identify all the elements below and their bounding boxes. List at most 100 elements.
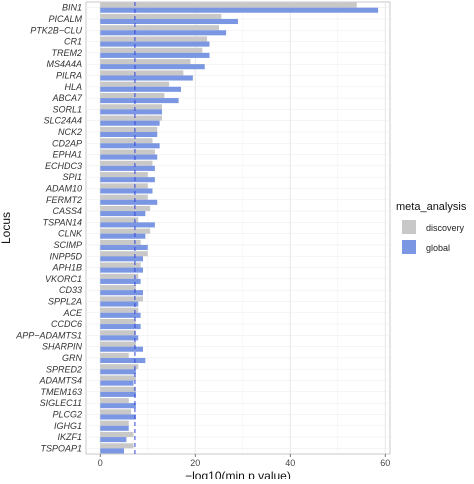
bar-discovery-tspan14 xyxy=(100,217,139,223)
bar-discovery-cd2ap xyxy=(100,138,153,144)
bar-global-ms4a4a xyxy=(100,64,205,70)
bar-global-ikzf1 xyxy=(100,437,127,443)
bar-global-cd2ap xyxy=(100,143,160,149)
bar-global-spred2 xyxy=(100,369,136,375)
bar-global-scimp xyxy=(100,244,148,251)
y-tick-label: HLA xyxy=(64,82,82,92)
y-tick-label: SIGLEC11 xyxy=(40,398,82,408)
y-tick-label: CLNK xyxy=(58,229,83,239)
y-tick-label: ABCA7 xyxy=(51,93,83,103)
bar-global-aph1b xyxy=(100,267,143,273)
x-tick-label: 20 xyxy=(190,458,200,468)
bar-global-picalm xyxy=(100,18,238,25)
bar-discovery-abca7 xyxy=(100,92,165,99)
bar-discovery-grn xyxy=(100,352,129,358)
bar-global-grn xyxy=(100,357,146,364)
bar-discovery-cd33 xyxy=(100,285,136,291)
bar-global-tmem163 xyxy=(100,391,136,397)
y-tick-label: BIN1 xyxy=(62,3,82,13)
y-tick-label: GRN xyxy=(62,353,83,363)
bar-discovery-echdc3 xyxy=(100,160,153,166)
y-tick-label: ADAM10 xyxy=(45,183,82,193)
y-tick-label: NCK2 xyxy=(58,127,82,137)
bar-discovery-epha1 xyxy=(100,149,155,155)
bar-global-spi1 xyxy=(100,177,155,183)
bar-discovery-trem2 xyxy=(100,47,203,53)
bar-discovery-siglec11 xyxy=(100,398,129,404)
x-tick-labels: 0 20 40 60 xyxy=(98,454,390,468)
y-tick-label: CD2AP xyxy=(52,138,82,148)
bar-discovery-adamts4 xyxy=(100,375,136,381)
bar-discovery-slc24a4 xyxy=(100,115,162,121)
bar-global-abca7 xyxy=(100,98,179,104)
bars xyxy=(100,2,379,454)
bar-discovery-ighg1 xyxy=(100,420,129,426)
bar-discovery-ikzf1 xyxy=(100,431,134,438)
bar-discovery-cr1 xyxy=(100,36,208,42)
bar-discovery-sppl2a xyxy=(100,296,143,302)
x-tick-label: 0 xyxy=(98,458,103,468)
legend-swatch-discovery xyxy=(402,220,416,234)
y-tick-label: ADAMTS4 xyxy=(38,376,82,386)
bar-global-bin1 xyxy=(100,7,379,13)
x-axis-label: −log10(min p value) xyxy=(185,469,291,479)
bar-global-sharpin xyxy=(100,346,143,352)
y-tick-label: SPI1 xyxy=(62,172,82,182)
legend-label-global: global xyxy=(426,243,450,253)
y-tick-label: IGHG1 xyxy=(54,421,82,431)
bar-global-echdc3 xyxy=(100,165,155,171)
bar-discovery-inpp5d xyxy=(100,251,148,257)
y-tick-label: VKORC1 xyxy=(45,274,82,284)
legend: meta_analysis discovery global xyxy=(396,201,467,254)
bar-discovery-ace xyxy=(100,307,139,313)
legend-swatch-global xyxy=(402,240,416,254)
bar-global-fermt2 xyxy=(100,199,158,205)
y-tick-label: PICALM xyxy=(48,14,82,24)
y-tick-label: SORL1 xyxy=(52,104,82,114)
bar-global-plcg2 xyxy=(100,414,136,420)
bar-global-cass4 xyxy=(100,211,146,217)
y-tick-label: SPPL2A xyxy=(48,296,82,306)
bar-discovery-tmem163 xyxy=(100,386,136,392)
bar-global-nck2 xyxy=(100,131,158,138)
y-tick-label: SLC24A4 xyxy=(43,116,82,126)
bar-discovery-scimp xyxy=(100,239,141,245)
y-tick-label: TMEM163 xyxy=(40,387,82,397)
bar-discovery-plcg2 xyxy=(100,409,132,415)
y-tick-label: PTK2B−CLU xyxy=(30,25,82,35)
y-tick-label: IKZF1 xyxy=(57,432,82,442)
bar-discovery-app-adamts1 xyxy=(100,330,136,336)
y-tick-label: FERMT2 xyxy=(46,195,82,205)
bar-global-vkorc1 xyxy=(100,278,141,284)
bar-discovery-hla xyxy=(100,81,170,87)
y-tick-label: SPRED2 xyxy=(46,364,82,374)
bar-global-adamts4 xyxy=(100,380,134,386)
legend-label-discovery: discovery xyxy=(426,223,465,233)
y-tick-label: CASS4 xyxy=(52,206,82,216)
bar-discovery-ptk2b-clu xyxy=(100,25,219,31)
bar-global-sppl2a xyxy=(100,301,139,307)
bar-discovery-nck2 xyxy=(100,126,158,132)
bar-global-cr1 xyxy=(100,41,210,47)
bar-global-tspoap1 xyxy=(100,448,124,454)
y-axis-label: Locus xyxy=(0,212,13,244)
bar-discovery-tspoap1 xyxy=(100,443,134,449)
y-tick-label: TSPOAP1 xyxy=(40,443,82,453)
y-tick-label: TSPAN14 xyxy=(43,217,82,227)
bar-discovery-fermt2 xyxy=(100,194,148,200)
y-tick-label: TREM2 xyxy=(51,48,82,58)
y-tick-label: EPHA1 xyxy=(52,150,82,160)
bar-global-pilra xyxy=(100,75,193,81)
bar-discovery-spi1 xyxy=(100,172,148,178)
bar-discovery-bin1 xyxy=(100,2,357,8)
bar-discovery-vkorc1 xyxy=(100,273,139,279)
bar-global-inpp5d xyxy=(100,256,143,262)
legend-items: discovery global xyxy=(402,220,465,254)
bar-discovery-ms4a4a xyxy=(100,59,191,65)
y-tick-label: SCIMP xyxy=(53,240,82,250)
bar-global-ptk2b-clu xyxy=(100,30,227,36)
bar-global-clnk xyxy=(100,233,146,239)
bar-discovery-spred2 xyxy=(100,364,139,370)
